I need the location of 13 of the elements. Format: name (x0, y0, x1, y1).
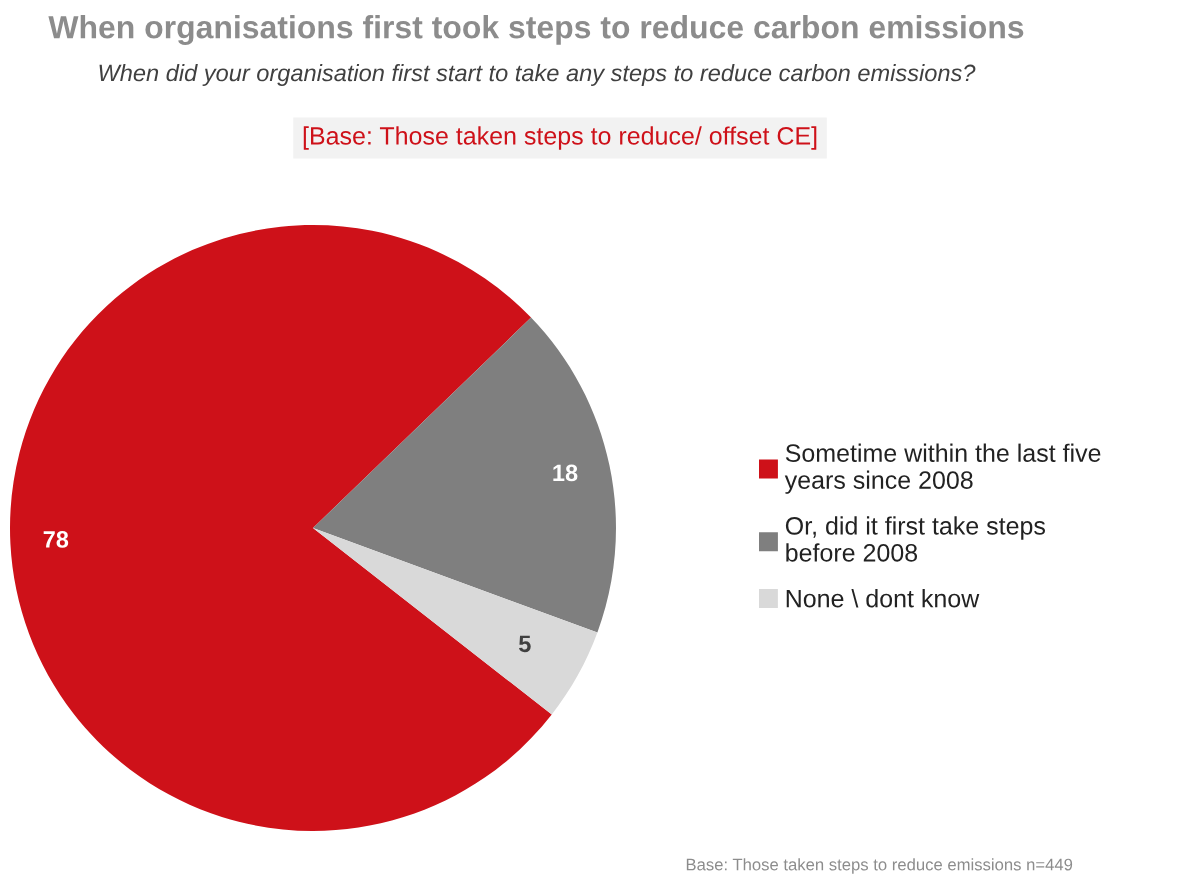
chart-title: When organisations first took steps to reduce carbon emissions (48, 15, 1024, 45)
pie-slice (10, 225, 552, 831)
legend-label: None \ dont know (786, 589, 980, 608)
pie-slice (313, 317, 616, 633)
legend-label: Or, did it first take steps before 2008 (785, 516, 1046, 562)
legend-label: Sometime within the last five years since 2008 (784, 443, 1101, 494)
data-label: 5 (518, 635, 531, 653)
chart-subtitle: When did your organisation first start to take any steps to reduce carbon emissions? (99, 64, 976, 86)
text: Base: Those taken steps to reduce emissions n=449 (686, 858, 1073, 874)
text: [Base: Those taken steps to reduce/ offset CE] (303, 126, 817, 150)
pie-slice (313, 528, 598, 715)
data-label: 18 (553, 464, 578, 482)
data-label: 78 (43, 531, 69, 548)
